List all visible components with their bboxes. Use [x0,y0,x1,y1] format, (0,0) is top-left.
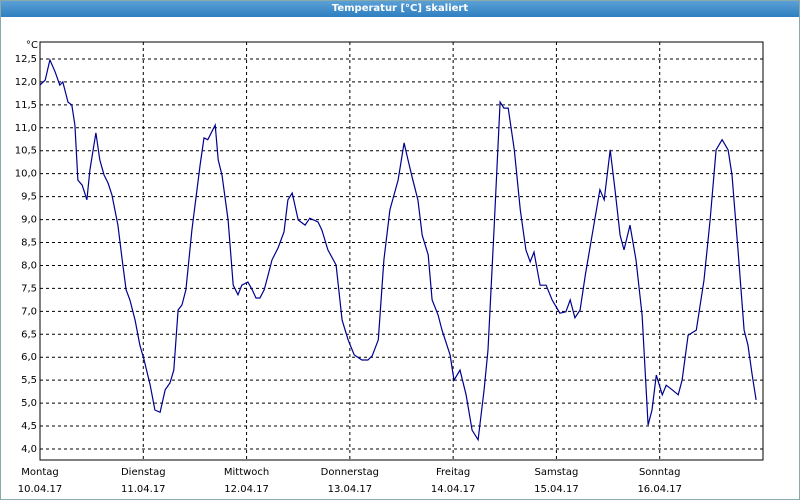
y-tick-label: 4,0 [21,444,37,455]
y-tick-label: 11,0 [15,123,37,134]
plot-frame [39,41,764,461]
x-tick-date: 11.04.17 [121,484,166,495]
y-tick-label: 10,5 [15,146,37,157]
y-tick-label: 9,5 [21,192,37,203]
y-tick-label: 5,5 [21,375,37,386]
temperature-line [39,58,757,442]
y-tick-label: 4,5 [21,421,37,432]
x-tick-label: Samstag [535,467,579,478]
y-tick-label: 8,5 [21,238,37,249]
x-tick-label: Freitag [436,467,470,478]
x-tick-date: 10.04.17 [18,484,63,495]
x-tick-label: Montag [21,467,58,478]
y-tick-label: 12,5 [15,54,37,65]
y-tick-label: 9,0 [21,215,37,226]
y-tick-label: 12,0 [15,77,37,88]
y-tick-label: 10,0 [15,169,37,180]
x-tick-label: Dienstag [121,467,166,478]
y-tick-label: 11,5 [15,100,37,111]
x-tick-date: 12.04.17 [224,484,269,495]
y-tick-label: 6,5 [21,329,37,340]
x-tick-label: Mittwoch [224,467,269,478]
x-tick-date: 13.04.17 [328,484,373,495]
x-tick-label: Donnerstag [321,467,379,478]
y-tick-label: 7,0 [21,306,37,317]
x-tick-date: 14.04.17 [431,484,476,495]
x-tick-label: Sonntag [639,467,681,478]
y-tick-label: 7,5 [21,283,37,294]
y-tick-label: 8,0 [21,260,37,271]
x-tick-date: 15.04.17 [534,484,579,495]
y-axis-label: °C [26,40,38,51]
y-tick-label: 5,0 [21,398,37,409]
x-tick-date: 16.04.17 [637,484,682,495]
y-tick-label: 6,0 [21,352,37,363]
title-bar: Temperatur [°C] skaliert [1,1,799,17]
